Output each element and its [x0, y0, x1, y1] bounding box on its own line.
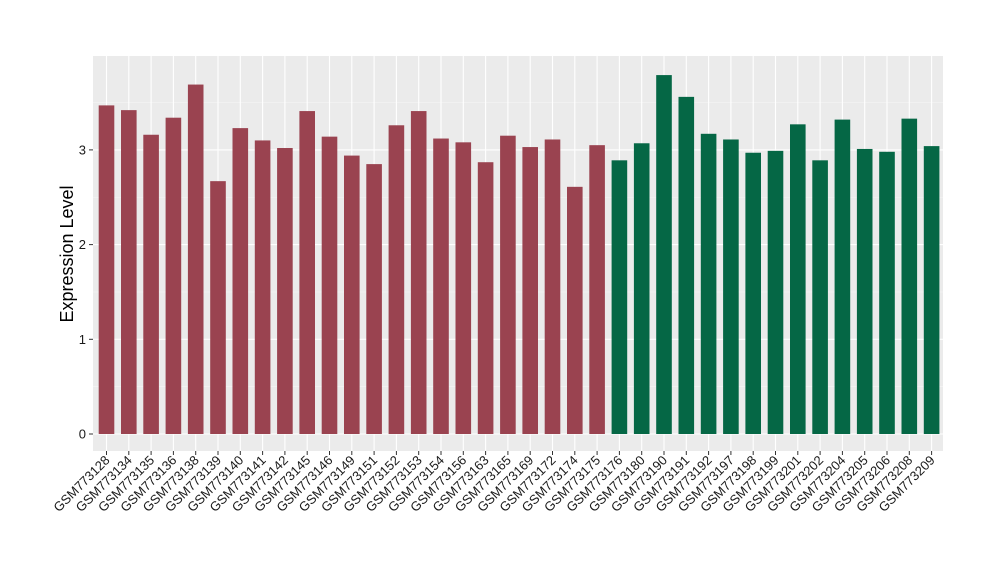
- bar-GSM773190: [656, 75, 672, 434]
- bar-GSM773174: [567, 186, 583, 434]
- bar-GSM773151: [366, 164, 382, 435]
- bar-GSM773209: [923, 146, 940, 434]
- bar-GSM773172: [544, 139, 561, 434]
- bar-GSM773138: [187, 84, 204, 434]
- bar-GSM773191: [678, 96, 695, 435]
- bar-GSM773206: [879, 151, 895, 434]
- bar-GSM773139: [210, 181, 226, 434]
- x-axis: GSM773128GSM773134GSM773135GSM773136GSM7…: [50, 451, 938, 515]
- bar-GSM773145: [299, 111, 315, 434]
- bar-GSM773201: [790, 124, 806, 435]
- bar-GSM773140: [232, 128, 249, 434]
- bar-GSM773198: [745, 152, 761, 434]
- bar-GSM773165: [500, 135, 516, 434]
- bar-GSM773149: [344, 155, 360, 434]
- bar-GSM773152: [388, 125, 405, 434]
- bar-GSM773128: [98, 105, 115, 435]
- bar-GSM773208: [901, 118, 918, 435]
- bar-GSM773202: [812, 160, 828, 434]
- y-tick-label: 0: [79, 427, 86, 442]
- bar-GSM773205: [856, 148, 873, 434]
- y-axis: 0 1 2 3: [79, 142, 93, 442]
- bar-GSM773146: [321, 136, 338, 434]
- y-tick-label: 1: [79, 332, 86, 347]
- bar-GSM773135: [143, 134, 159, 435]
- y-axis-title: Expression Level: [57, 185, 77, 322]
- bar-GSM773142: [277, 148, 293, 435]
- bar-GSM773156: [455, 142, 472, 434]
- bar-GSM773153: [410, 111, 427, 434]
- bar-GSM773176: [611, 160, 628, 434]
- bar-GSM773192: [700, 133, 717, 434]
- bar-GSM773169: [522, 147, 538, 434]
- bar-GSM773134: [121, 110, 137, 434]
- bar-GSM773154: [433, 138, 449, 434]
- bars: [98, 75, 940, 435]
- bar-GSM773199: [767, 150, 784, 435]
- bar-GSM773136: [165, 117, 182, 435]
- bar-GSM773180: [633, 143, 650, 434]
- y-tick-label: 2: [79, 237, 86, 252]
- y-tick-label: 3: [79, 142, 86, 157]
- bar-GSM773204: [834, 119, 851, 434]
- bar-GSM773163: [477, 162, 494, 434]
- bar-GSM773141: [254, 140, 271, 434]
- bar-GSM773175: [589, 145, 605, 435]
- bar-GSM773197: [723, 139, 739, 434]
